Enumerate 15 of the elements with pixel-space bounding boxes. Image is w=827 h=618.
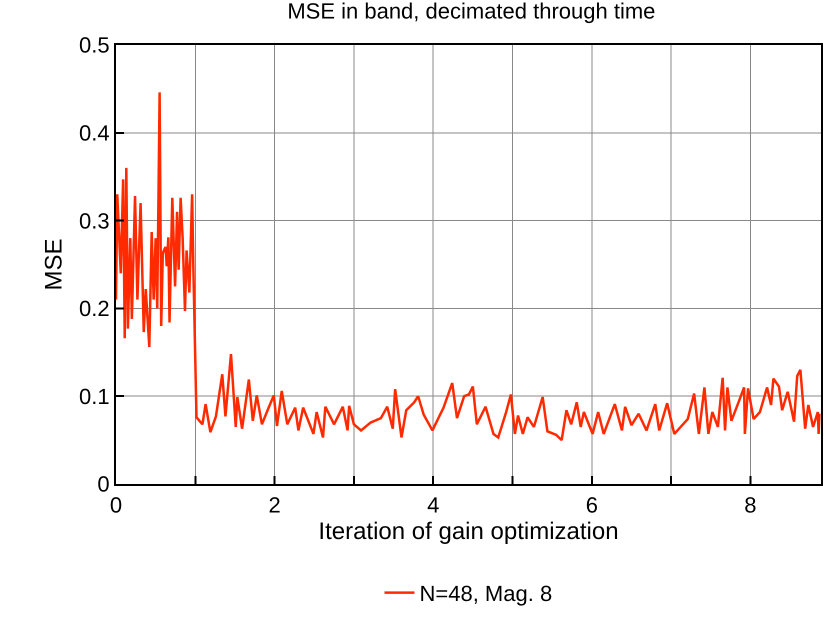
x-tick-label: 2	[268, 492, 281, 518]
line-series	[116, 91, 821, 442]
y-axis-title: MSE	[40, 238, 68, 291]
y-tick-label: 0	[97, 472, 110, 497]
y-tick-label: 0.3	[79, 208, 110, 234]
y-tick-label: 0.2	[79, 296, 110, 322]
y-tick-label: 0.5	[79, 32, 110, 58]
chart-title: MSE in band, decimated through time	[287, 0, 656, 24]
y-tick-label: 0.1	[79, 384, 110, 409]
y-tick-label: 0.4	[79, 120, 110, 146]
x-axis-title: Iteration of gain optimization	[318, 518, 619, 546]
x-tick-label: 6	[586, 492, 598, 518]
x-tick-label: 8	[744, 492, 757, 518]
x-tick-label: 4	[427, 492, 440, 518]
legend-label: N=48, Mag. 8	[420, 581, 552, 606]
